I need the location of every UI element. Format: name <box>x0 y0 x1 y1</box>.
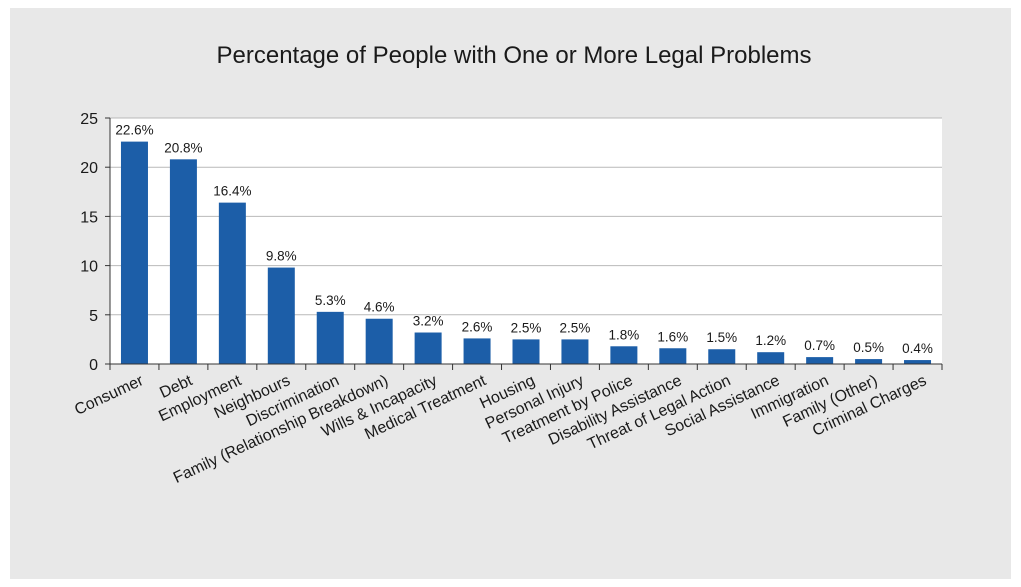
bar <box>610 346 638 364</box>
data-label: 1.2% <box>755 333 786 348</box>
y-axis: 0 5 10 15 20 25 <box>80 111 111 374</box>
bar <box>806 357 834 364</box>
data-label: 1.6% <box>657 329 688 344</box>
data-label: 5.3% <box>315 293 346 308</box>
data-label: 3.2% <box>413 314 444 329</box>
bar <box>267 267 295 364</box>
x-axis: Consumer DebtEmploymentNeighboursDiscrimi… <box>72 363 943 487</box>
bar <box>561 339 589 364</box>
data-label: 0.4% <box>902 341 933 356</box>
data-label: 2.5% <box>511 320 542 335</box>
data-label: 20.8% <box>164 140 202 155</box>
bar <box>365 318 393 364</box>
bar <box>218 202 246 364</box>
y-tick-label: 5 <box>89 308 98 325</box>
bar <box>316 311 344 364</box>
data-label: 0.7% <box>804 338 835 353</box>
bar <box>757 352 785 364</box>
data-label: 4.6% <box>364 300 395 315</box>
plot-area <box>110 118 942 364</box>
data-label: 2.6% <box>462 319 493 334</box>
bar <box>708 349 736 364</box>
y-tick-label: 15 <box>80 209 98 226</box>
bar <box>414 332 442 364</box>
chart-title: Percentage of People with One or More Le… <box>217 42 812 69</box>
data-label: 0.5% <box>853 340 884 355</box>
bar <box>169 159 197 364</box>
y-tick-label: 20 <box>80 160 98 177</box>
bar <box>120 141 148 364</box>
data-label: 1.5% <box>706 330 737 345</box>
category-label: Consumer <box>72 372 147 419</box>
y-tick-label: 25 <box>80 111 98 128</box>
bars <box>120 141 932 364</box>
data-labels: 22.6% 20.8% 16.4% 9.8% 5.3% 4.6% 3.2% 2.6% 2.5% 2… <box>115 123 933 356</box>
data-label: 16.4% <box>213 184 251 199</box>
data-label: 2.5% <box>560 320 591 335</box>
data-label: 1.8% <box>608 327 639 342</box>
gridlines <box>110 117 942 316</box>
data-label: 22.6% <box>115 123 153 138</box>
bar <box>512 339 540 364</box>
y-tick-label: 10 <box>80 259 98 276</box>
bar <box>855 359 883 364</box>
y-tick-label: 0 <box>89 357 98 374</box>
bar <box>463 338 491 364</box>
bar <box>904 360 932 364</box>
data-label: 9.8% <box>266 249 297 264</box>
bar <box>659 348 687 364</box>
